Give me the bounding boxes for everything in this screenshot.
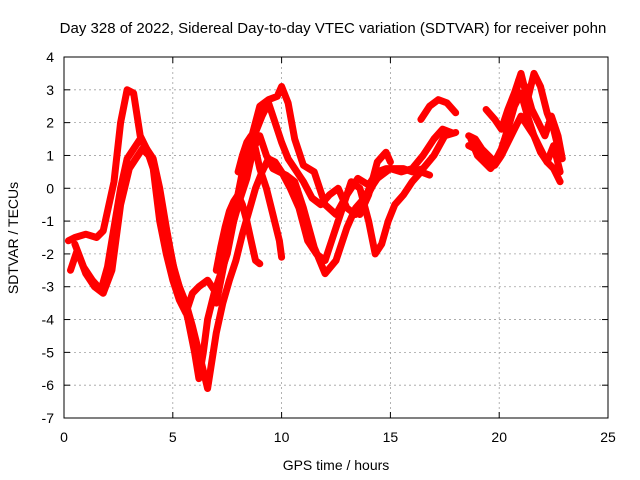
y-tick-label: -5 bbox=[42, 344, 55, 360]
x-tick-label: 5 bbox=[169, 429, 177, 445]
series-track-5 bbox=[212, 191, 264, 274]
axis-ticks: 0 5 10 15 20 25 -7 -6 -5 -4 -3 -2 -1 0 1 2 3 4 bbox=[42, 49, 616, 445]
series-track-11 bbox=[465, 89, 564, 176]
x-axis-label: GPS time / hours bbox=[283, 457, 390, 473]
y-tick-label: -1 bbox=[42, 213, 55, 229]
x-tick-label: 15 bbox=[383, 429, 399, 445]
y-tick-label: -6 bbox=[42, 377, 55, 393]
y-axis-label: SDTVAR / TECUs bbox=[5, 182, 21, 294]
series-track-9 bbox=[482, 69, 564, 159]
x-tick-label: 25 bbox=[600, 429, 616, 445]
series-track-3 bbox=[71, 135, 434, 392]
y-tick-label: -3 bbox=[42, 279, 55, 295]
y-tick-label: -2 bbox=[42, 246, 55, 262]
x-tick-label: 0 bbox=[60, 429, 68, 445]
series-track-6 bbox=[234, 132, 286, 261]
y-tick-label: -4 bbox=[42, 312, 55, 328]
plot-frame bbox=[63, 56, 609, 419]
x-tick-label: 20 bbox=[491, 429, 507, 445]
y-tick-label: 0 bbox=[46, 180, 54, 196]
y-tick-label: -7 bbox=[42, 410, 55, 426]
y-tick-label: 1 bbox=[46, 147, 54, 163]
x-tick-label: 10 bbox=[274, 429, 290, 445]
chart-title: Day 328 of 2022, Sidereal Day-to-day VTE… bbox=[60, 20, 607, 37]
series-track-8 bbox=[417, 96, 460, 123]
y-tick-label: 4 bbox=[46, 49, 54, 65]
series-track-7 bbox=[356, 148, 394, 218]
y-tick-label: 3 bbox=[46, 82, 54, 98]
data-series bbox=[64, 69, 566, 392]
y-tick-label: 2 bbox=[46, 115, 54, 131]
